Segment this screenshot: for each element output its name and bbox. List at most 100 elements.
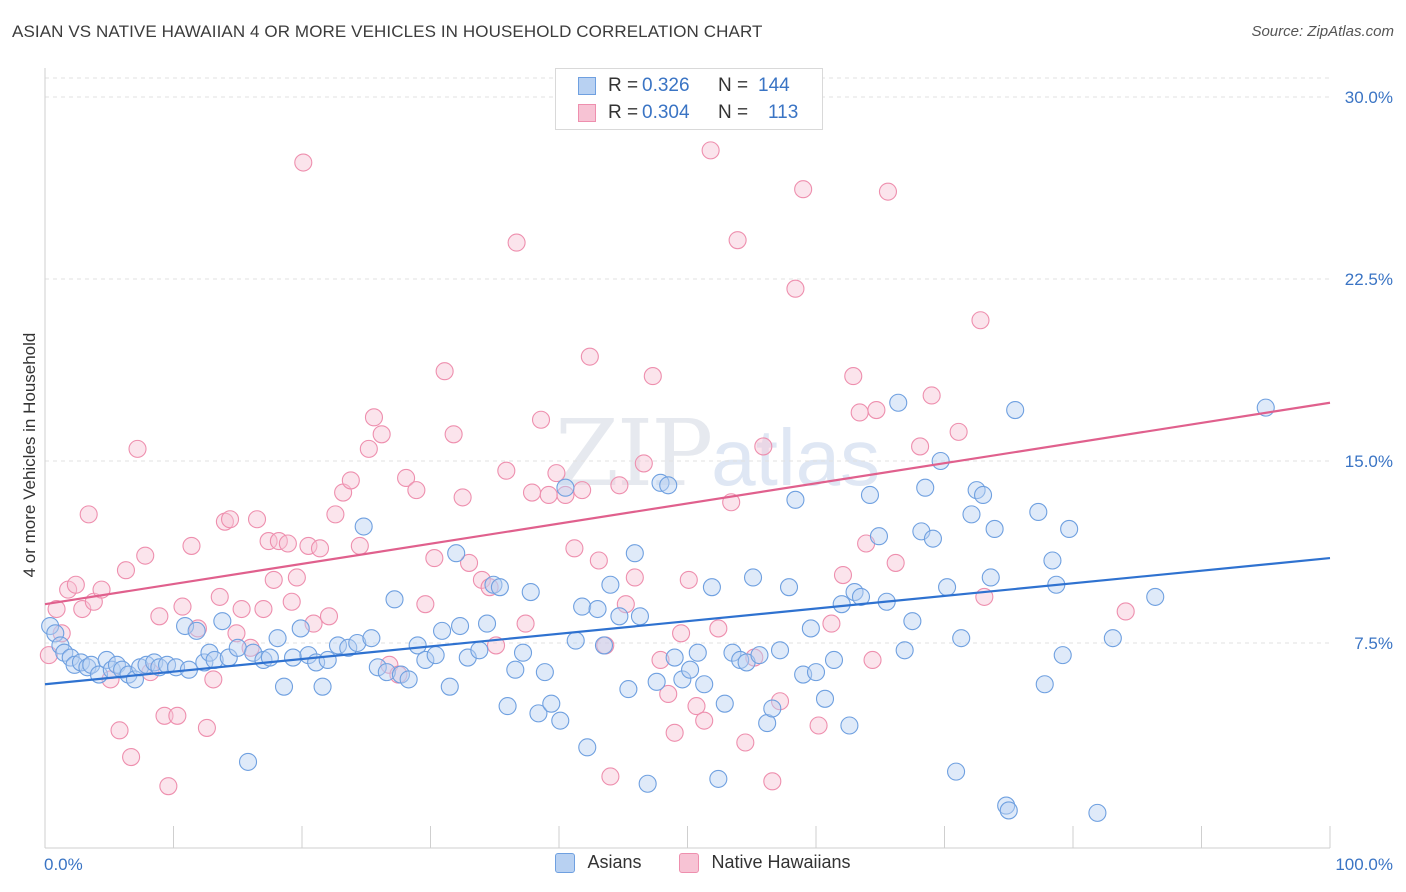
native-hawaiians-point	[651, 650, 670, 670]
native-hawaiians-point	[159, 777, 178, 796]
native-hawaiians-point	[39, 646, 58, 665]
asians-point	[806, 663, 826, 682]
asians-point	[318, 650, 337, 670]
asians-point	[869, 527, 889, 546]
asians-point	[1035, 675, 1054, 694]
asians-point	[506, 660, 525, 679]
asians-point	[709, 769, 728, 788]
native-hawaiians-point	[47, 599, 66, 619]
asians-point	[681, 660, 700, 679]
native-hawaiians-point	[472, 570, 491, 589]
asians-point	[566, 631, 585, 650]
y-tick-label: 7.5%	[1354, 634, 1393, 653]
asians-point	[763, 699, 782, 718]
r-value: 0.326	[642, 75, 690, 96]
native-hawaiians-point	[299, 536, 318, 555]
asians-point	[535, 663, 554, 682]
asians-point	[268, 629, 287, 648]
native-hawaiians-point	[425, 549, 444, 568]
native-hawaiians-point	[407, 481, 426, 500]
stats-legend-row-native-hawaiians: R = 0.304 N = 113	[578, 100, 798, 126]
asians-point	[490, 578, 509, 597]
native-hawaiians-point	[728, 231, 747, 250]
native-hawaiians-point	[547, 464, 566, 483]
legend-item-asians[interactable]: Asians	[555, 852, 641, 873]
legend-item-native-hawaiians[interactable]: Native Hawaiians	[679, 852, 851, 873]
native-hawaiians-point	[522, 483, 542, 502]
asians-point	[542, 694, 561, 713]
native-hawaiians-point	[922, 386, 941, 405]
asians-point	[840, 716, 859, 735]
asians-point	[947, 762, 966, 781]
native-hawaiians-point	[679, 570, 698, 589]
native-hawaiians-point	[701, 141, 720, 160]
native-hawaiians-point	[949, 422, 968, 441]
native-hawaiians-point	[794, 180, 813, 199]
native-hawaiians-point	[122, 748, 141, 767]
asians-point	[702, 578, 721, 597]
native-hawaiians-point	[625, 568, 644, 587]
native-hawaiians-point	[580, 347, 599, 366]
native-hawaiians-point	[116, 561, 136, 580]
native-hawaiians-point	[1116, 602, 1135, 621]
asians-point	[985, 519, 1004, 538]
native-hawaiians-point	[610, 476, 629, 495]
native-hawaiians-point	[754, 437, 773, 456]
native-hawaiians-point	[359, 439, 378, 458]
asians-point	[594, 636, 614, 655]
n-label: N =	[718, 75, 749, 96]
asians-point	[513, 643, 533, 662]
asians-point	[470, 641, 489, 660]
asians-point	[601, 575, 620, 594]
native-hawaiians-point	[444, 425, 463, 444]
stats-legend-row-asians: R = 0.326 N = 144	[578, 73, 790, 99]
asians-point	[354, 517, 373, 536]
asians-point	[408, 636, 427, 655]
asians-point	[723, 643, 742, 662]
asians-point	[283, 648, 303, 667]
asians-point	[362, 629, 381, 648]
asians-point	[758, 714, 777, 733]
asians-point	[916, 478, 935, 497]
native-hawaiians-point	[695, 711, 714, 730]
native-hawaiians-trend-line	[44, 401, 1331, 606]
asians-point	[923, 529, 942, 548]
series-legend: Asians Native Hawaiians	[0, 852, 1406, 873]
native-hawaiians-point	[220, 510, 240, 529]
asians-point	[187, 621, 206, 640]
native-hawaiians-point	[736, 733, 755, 752]
native-hawaiians-point	[867, 400, 886, 420]
asians-trend-line	[44, 556, 1331, 686]
native-hawaiians-point	[319, 607, 339, 626]
asians-point	[743, 568, 763, 587]
asians-point	[962, 505, 981, 524]
native-hawaiians-point	[294, 153, 313, 172]
y-tick-label: 30.0%	[1345, 88, 1393, 107]
asians-point	[107, 655, 127, 674]
native-hawaiians-swatch	[679, 852, 700, 873]
native-hawaiians-point	[197, 718, 216, 737]
native-hawaiians-point	[435, 362, 454, 381]
native-hawaiians-point	[844, 367, 863, 386]
native-hawaiians-point	[878, 182, 898, 201]
native-hawaiians-point	[822, 614, 841, 633]
asians-point	[426, 646, 445, 665]
x-tick-label: 100.0%	[1335, 855, 1393, 874]
native-hawaiians-point	[168, 706, 187, 725]
asians-point	[889, 393, 908, 412]
asians-point	[274, 677, 294, 696]
asians-point	[1088, 803, 1107, 822]
asians-point	[688, 643, 707, 662]
asians-point	[578, 738, 597, 757]
asians-point	[521, 582, 540, 602]
native-hawaiians-point	[278, 534, 297, 553]
asians-swatch	[578, 77, 596, 95]
asians-point	[815, 689, 835, 708]
native-hawaiians-point	[79, 505, 98, 524]
asians-point	[313, 677, 332, 696]
asians-point	[228, 638, 247, 657]
asians-point	[176, 616, 195, 636]
native-hawaiians-point	[573, 481, 592, 500]
asians-point	[348, 633, 367, 653]
